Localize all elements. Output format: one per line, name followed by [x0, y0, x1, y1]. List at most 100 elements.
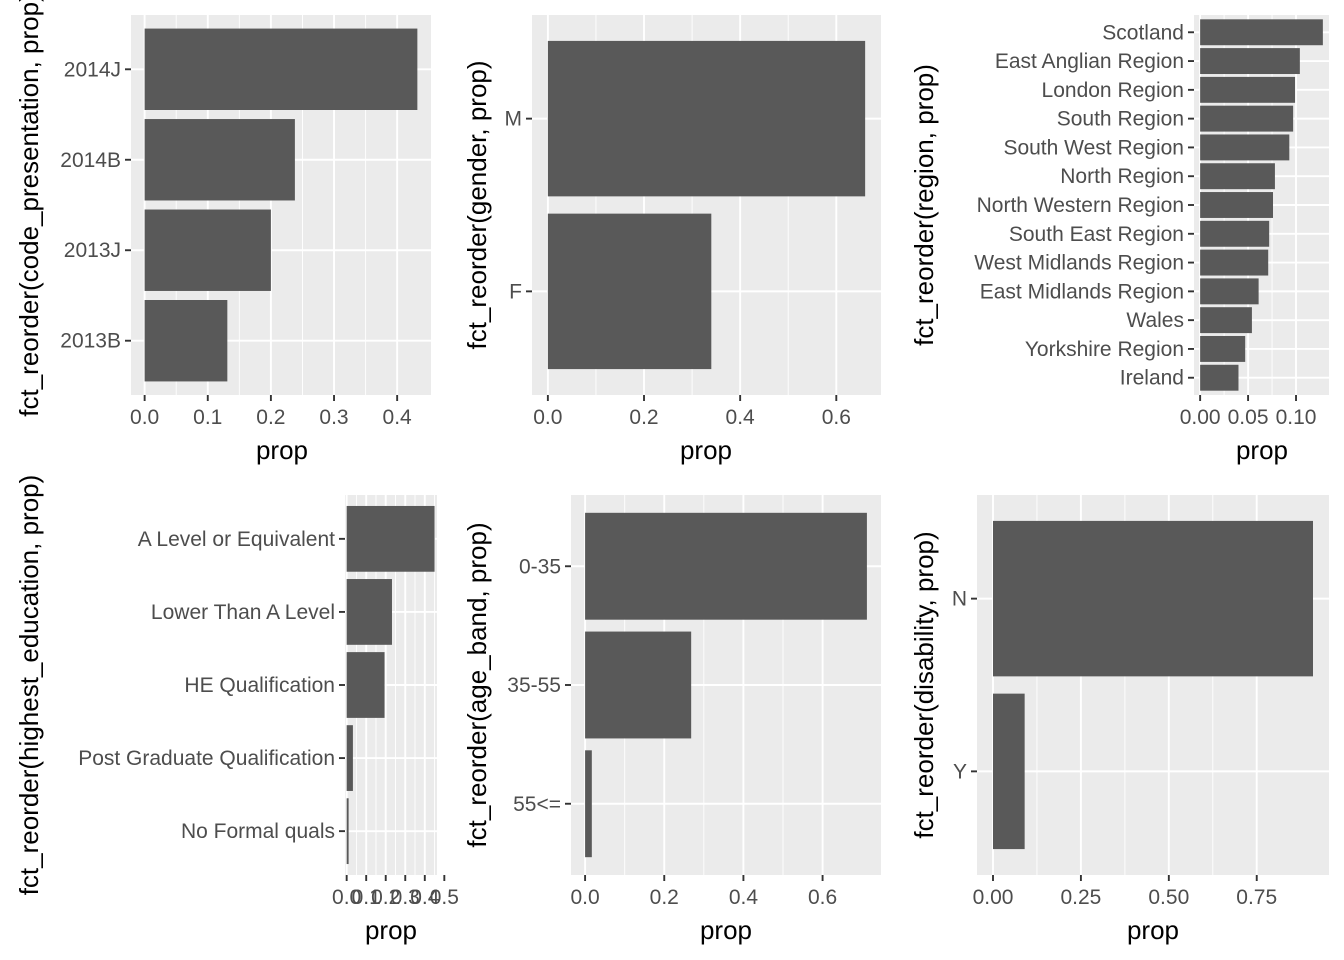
bar-north-region: [1200, 163, 1275, 190]
y-tick-label: East Anglian Region: [995, 50, 1184, 73]
y-tick-label: South West Region: [1003, 136, 1184, 159]
x-tick-label: 0.1: [193, 406, 222, 429]
x-tick-label: 0.4: [383, 406, 413, 429]
y-tick-label: 2013B: [60, 330, 121, 353]
x-tick-label: 0.75: [1236, 886, 1277, 909]
y-axis-title: fct_reorder(code_presentation, prop): [14, 0, 44, 417]
y-tick-label: Wales: [1126, 309, 1184, 332]
y-tick-label: A Level or Equivalent: [138, 528, 335, 551]
x-tick-label: 0.4: [729, 886, 759, 909]
bar-east-midlands-region: [1200, 278, 1259, 305]
y-tick-label: M: [505, 108, 523, 131]
x-axis-title: prop: [680, 435, 732, 465]
chart-panel-5: 0-35 35-55 55<= 0.0 0.2 0.4 0.6 prop fct_reorder…: [462, 495, 881, 945]
x-tick-label: 0.6: [822, 406, 851, 429]
y-tick-label: 35-55: [507, 674, 561, 697]
bar-55-: [585, 750, 592, 858]
bar-0-35: [585, 512, 867, 620]
x-tick-label: 0.50: [1148, 886, 1189, 909]
chart-panel-1: 2014J 2014B 2013J 2013B 0.0 0.1 0.2 0.3 0.4 prop f…: [14, 0, 431, 465]
bar-london-region: [1200, 76, 1296, 103]
x-tick-label: 0.2: [371, 886, 400, 909]
bar-scotland: [1200, 19, 1323, 46]
y-axis-title: fct_reorder(highest_education, prop): [14, 475, 44, 896]
x-axis-title: prop: [1127, 915, 1179, 945]
bar-ireland: [1200, 364, 1239, 391]
bar-south-region: [1200, 105, 1294, 132]
bar-f: [547, 213, 712, 370]
x-tick-label: 0.0: [130, 406, 159, 429]
y-tick-label: 2014B: [60, 149, 121, 172]
x-tick-label: 0.4: [726, 406, 756, 429]
y-tick-label: Scotland: [1102, 21, 1184, 44]
bar-m: [547, 40, 866, 197]
x-tick-label: 0.0: [332, 886, 361, 909]
bar-y: [993, 693, 1025, 850]
bar-yorkshire-region: [1200, 335, 1246, 362]
bar-2013j: [144, 209, 271, 291]
chart-panel-3: Scotland East Anglian Region London Region…: [909, 15, 1329, 465]
bar-35-55: [585, 631, 692, 739]
y-tick-label: N: [952, 588, 967, 611]
x-tick-label: 0.00: [973, 886, 1014, 909]
y-tick-label: HE Qualification: [184, 674, 335, 697]
y-tick-label: No Formal quals: [181, 820, 335, 843]
y-tick-label: Yorkshire Region: [1025, 338, 1184, 361]
x-tick-label: 0.3: [391, 886, 420, 909]
y-tick-label: West Midlands Region: [974, 252, 1184, 275]
chart-panel-6: N Y 0.00 0.25 0.50 0.75 prop fct_reorder(disabi…: [909, 495, 1329, 945]
x-tick-label: 0.2: [650, 886, 679, 909]
chart-panel-4: A Level or Equivalent Lower Than A Level H…: [14, 475, 459, 945]
bar-he-qualification: [346, 652, 385, 718]
bar-wales: [1200, 307, 1252, 334]
x-tick-label: 0.0: [570, 886, 599, 909]
x-tick-label: 0.1: [352, 886, 381, 909]
chart-panel-2: M F 0.0 0.2 0.4 0.6 prop fct_reorder(gender, pr…: [462, 15, 881, 465]
y-tick-label: 55<=: [513, 793, 561, 816]
y-tick-label: Ireland: [1120, 367, 1184, 390]
y-axis-title: fct_reorder(disability, prop): [909, 531, 939, 838]
y-tick-label: Y: [953, 760, 967, 783]
bar-n: [993, 520, 1313, 677]
x-tick-label: 0.5: [430, 886, 459, 909]
x-axis-title: prop: [256, 435, 308, 465]
y-tick-label: East Midlands Region: [980, 280, 1184, 303]
bar-east-anglian-region: [1200, 48, 1300, 75]
x-axis-title: prop: [700, 915, 752, 945]
y-tick-label: 2014J: [64, 58, 121, 81]
bar-south-east-region: [1200, 220, 1270, 247]
x-tick-label: 0.2: [256, 406, 285, 429]
x-tick-label: 0.3: [319, 406, 348, 429]
y-axis-title: fct_reorder(region, prop): [909, 64, 939, 346]
y-axis-title: fct_reorder(age_band, prop): [462, 522, 492, 847]
x-tick-label: 0.00: [1180, 406, 1221, 429]
x-tick-label: 0.2: [629, 406, 658, 429]
y-tick-label: North Region: [1060, 165, 1184, 188]
y-tick-label: 2013J: [64, 239, 121, 262]
y-tick-label: South Region: [1057, 108, 1184, 131]
y-tick-label: F: [509, 280, 522, 303]
y-tick-label: London Region: [1042, 79, 1184, 102]
bar-a-level-or-equivalent: [346, 505, 435, 572]
x-tick-label: 0.05: [1228, 406, 1269, 429]
bar-2013b: [144, 300, 228, 382]
x-tick-label: 0.0: [533, 406, 562, 429]
bar-2014j: [144, 28, 418, 111]
bar-south-west-region: [1200, 134, 1290, 161]
x-tick-label: 0.25: [1060, 886, 1101, 909]
x-axis-title: prop: [365, 915, 417, 945]
x-axis-title: prop: [1236, 435, 1288, 465]
x-tick-label: 0.6: [808, 886, 837, 909]
y-tick-label: Lower Than A Level: [151, 601, 335, 624]
y-tick-label: 0-35: [519, 555, 561, 578]
bar-north-western-region: [1200, 192, 1274, 218]
bar-post-graduate-qualification: [346, 725, 353, 791]
y-tick-label: North Western Region: [977, 194, 1184, 217]
bar-no-formal-quals: [346, 798, 349, 865]
bar-lower-than-a-level: [346, 579, 392, 645]
y-tick-label: Post Graduate Qualification: [78, 747, 335, 770]
bar-west-midlands-region: [1200, 249, 1269, 276]
x-tick-label: 0.10: [1276, 406, 1317, 429]
bar-2014b: [144, 119, 295, 201]
